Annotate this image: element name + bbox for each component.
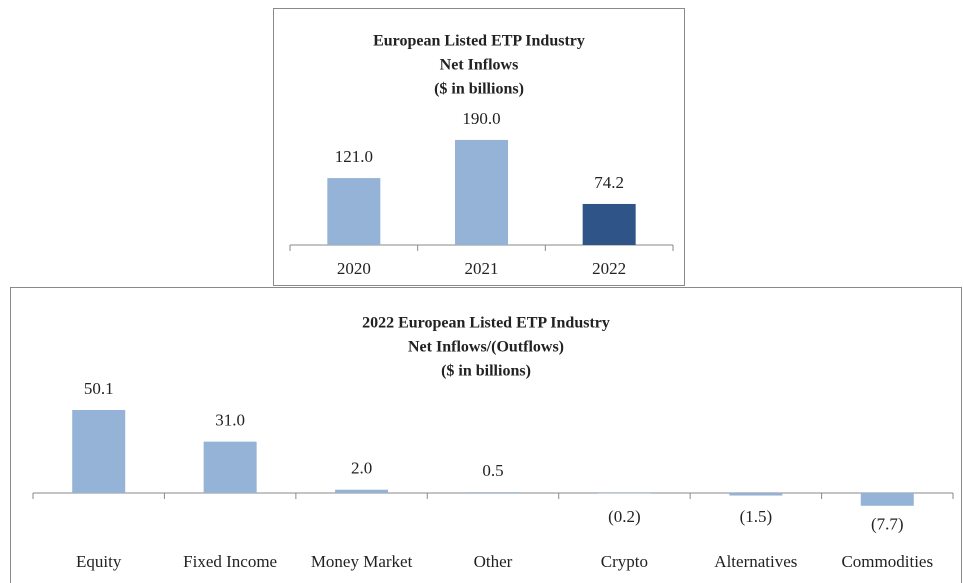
value-label: (0.2): [608, 507, 641, 526]
chart-frame: [10, 287, 962, 583]
value-label: 74.2: [594, 173, 624, 192]
value-label: 190.0: [462, 109, 500, 128]
chart-title: ($ in billions): [441, 363, 531, 380]
chart-title: 2022 European Listed ETP Industry: [362, 315, 610, 332]
x-tick-label: Other: [474, 552, 513, 571]
value-label: (1.5): [740, 507, 773, 526]
bar: [455, 139, 508, 245]
x-tick-label: Commodities: [841, 552, 933, 571]
bar: [860, 493, 914, 506]
bar: [72, 410, 126, 494]
bar: [335, 489, 389, 494]
bar: [203, 441, 257, 494]
bar: [582, 203, 636, 245]
x-tick-label: Money Market: [311, 552, 413, 571]
chart-title: ($ in billions): [434, 81, 524, 98]
x-tick-label: Alternatives: [714, 552, 797, 571]
chart-title: European Listed ETP Industry: [373, 33, 585, 50]
bar: [729, 493, 783, 496]
chart-title: Net Inflows/(Outflows): [408, 339, 564, 356]
bar: [466, 492, 520, 494]
value-label: (7.7): [871, 515, 904, 534]
value-label: 31.0: [215, 411, 245, 430]
bar: [327, 178, 381, 245]
bar: [597, 493, 651, 494]
value-label: 0.5: [482, 461, 503, 480]
x-tick-label: 2022: [592, 259, 626, 278]
value-label: 2.0: [351, 459, 372, 478]
value-label: 50.1: [84, 379, 114, 398]
x-tick-label: Equity: [76, 552, 122, 571]
x-tick-label: 2021: [465, 259, 499, 278]
x-tick-label: Fixed Income: [183, 552, 277, 571]
x-tick-label: 2020: [337, 259, 371, 278]
x-tick-label: Crypto: [601, 552, 648, 571]
chart-title: Net Inflows: [440, 57, 519, 74]
value-label: 121.0: [335, 147, 373, 166]
